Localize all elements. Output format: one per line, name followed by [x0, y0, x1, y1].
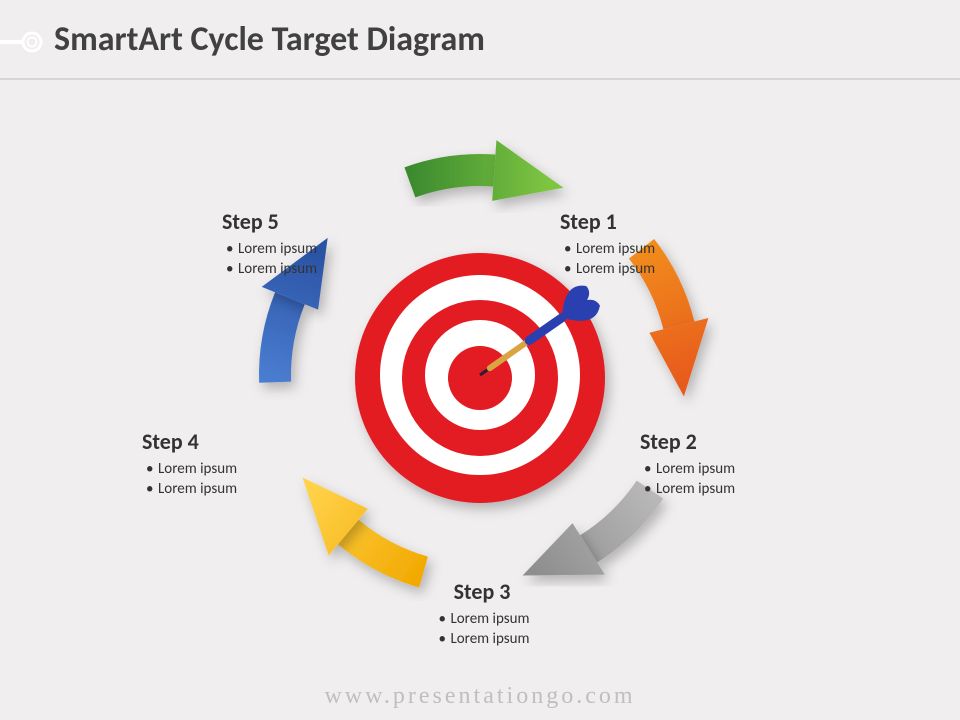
step-title: Step 2: [640, 428, 820, 455]
target-bullseye: [355, 253, 605, 503]
step-bullet-item: Lorem ipsum: [644, 479, 820, 499]
step-1: Step 1 Lorem ipsumLorem ipsum: [560, 208, 740, 280]
step-bullet-item: Lorem ipsum: [564, 259, 740, 279]
footer-watermark: www.presentationgo.com: [0, 683, 960, 710]
step-bullets: Lorem ipsumLorem ipsum: [640, 459, 820, 500]
step-2: Step 2 Lorem ipsumLorem ipsum: [640, 428, 820, 500]
step-5: Step 5 Lorem ipsumLorem ipsum: [222, 208, 402, 280]
slide-canvas: SmartArt Cycle Target Diagram Step 1 Lore…: [0, 0, 960, 720]
step-bullet-item: Lorem ipsum: [226, 259, 402, 279]
slide-title: SmartArt Cycle Target Diagram: [54, 19, 485, 60]
step-bullets: Lorem ipsumLorem ipsum: [560, 239, 740, 280]
step-title: Step 1: [560, 208, 740, 235]
step-title: Step 3: [392, 578, 572, 605]
slide-header: SmartArt Cycle Target Diagram: [0, 0, 960, 78]
step-title: Step 5: [222, 208, 402, 235]
step-bullet-item: Lorem ipsum: [146, 459, 322, 479]
step-bullet-item: Lorem ipsum: [146, 479, 322, 499]
step-4: Step 4 Lorem ipsumLorem ipsum: [142, 428, 322, 500]
step-bullet-item: Lorem ipsum: [438, 629, 529, 649]
step-3: Step 3 Lorem ipsumLorem ipsum: [392, 578, 572, 650]
step-bullet-item: Lorem ipsum: [438, 609, 529, 629]
step-bullets: Lorem ipsumLorem ipsum: [434, 609, 529, 650]
header-ornament-icon: [0, 30, 44, 54]
step-bullets: Lorem ipsumLorem ipsum: [222, 239, 402, 280]
step-bullet-item: Lorem ipsum: [644, 459, 820, 479]
step-title: Step 4: [142, 428, 322, 455]
cycle-diagram: Step 1Lorem ipsumLorem ipsumStep 2Lorem …: [0, 80, 960, 670]
step-bullet-item: Lorem ipsum: [226, 239, 402, 259]
step-bullets: Lorem ipsumLorem ipsum: [142, 459, 322, 500]
step-bullet-item: Lorem ipsum: [564, 239, 740, 259]
